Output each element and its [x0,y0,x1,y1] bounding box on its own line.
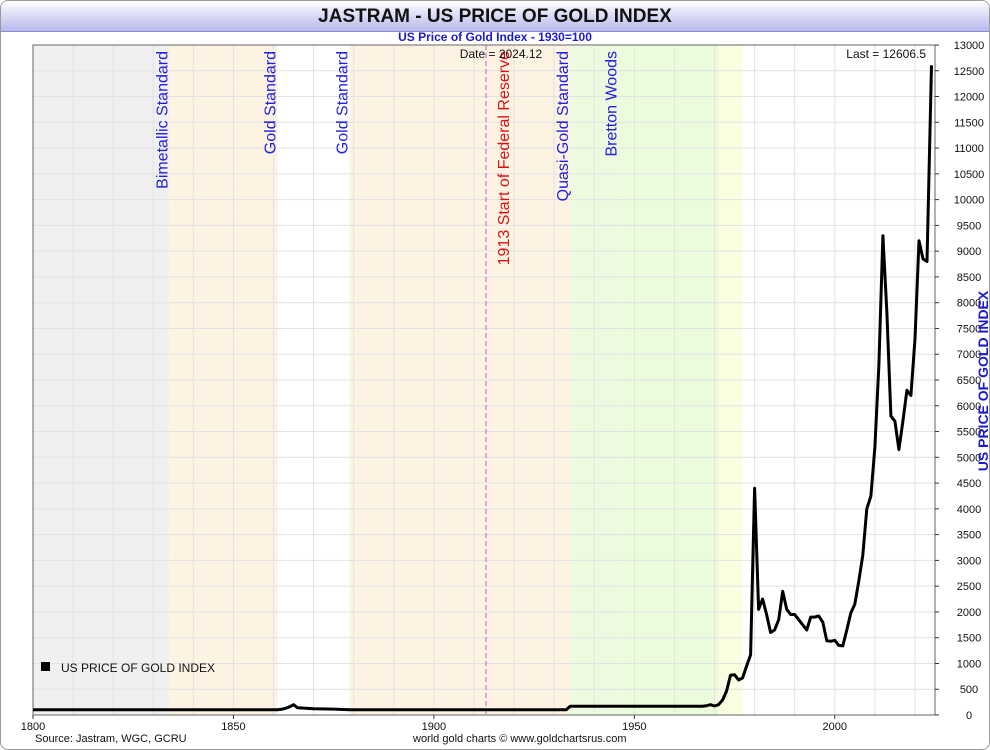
y-axis-label: US PRICE OF GOLD INDEX [975,290,989,471]
y-tick-label: 1500 [957,633,981,645]
x-tick-label: 1950 [622,721,646,733]
legend-label: US PRICE OF GOLD INDEX [61,661,215,675]
y-tick-label: 7500 [957,323,981,335]
last-value-label: Last = 12606.5 [846,47,926,61]
x-tick-label: 1800 [21,721,45,733]
y-tick-label: 2000 [957,607,981,619]
series-line [33,65,933,712]
y-tick-label: 5500 [957,427,981,439]
y-tick-label: 10500 [954,169,985,181]
credit-note: world gold charts © www.goldchartsrus.co… [413,733,627,745]
y-tick-label: 0 [966,710,972,722]
region-label: Gold Standard [335,51,352,154]
chart-title: JASTRAM - US PRICE OF GOLD INDEX [318,6,672,27]
date-label: Date = 2024.12 [460,47,543,61]
y-tick-label: 3500 [957,530,981,542]
y-tick-label: 11500 [954,117,984,129]
x-tick-label: 1850 [221,721,245,733]
y-tick-label: 10000 [954,195,985,207]
y-tick-label: 8500 [957,272,981,284]
source-note: Source: Jastram, WGC, GCRU [35,733,187,745]
chart-subtitle: US Price of Gold Index - 1930=100 [398,30,592,44]
y-tick-label: 12500 [954,66,985,78]
y-tick-label: 12000 [954,92,985,104]
y-tick-label: 7000 [957,349,981,361]
y-tick-label: 9500 [957,220,981,232]
federal-reserve-label: 1913 Start of Federal Reserve [496,51,513,265]
y-tick-label: 4000 [957,504,981,516]
x-tick-label: 2000 [823,721,847,733]
title-bar [1,1,989,32]
legend-swatch [41,662,50,671]
y-tick-label: 13000 [954,40,985,52]
region-label: Quasi-Gold Standard [555,51,572,201]
region-label: Gold Standard [263,51,280,154]
y-tick-label: 500 [960,684,978,696]
y-tick-label: 2500 [957,581,981,593]
region-label: Bretton Woods [603,51,620,157]
y-tick-label: 6000 [957,401,981,413]
y-tick-label: 5000 [957,452,981,464]
y-tick-label: 9000 [957,246,981,258]
y-tick-label: 3000 [957,555,981,567]
region-label: Bimetallic Standard [154,51,171,189]
y-tick-label: 11000 [954,143,984,155]
x-tick-label: 1900 [422,721,446,733]
y-tick-label: 8000 [957,298,981,310]
y-tick-label: 4500 [957,478,981,490]
y-tick-label: 6500 [957,375,981,387]
y-tick-label: 1000 [957,658,981,670]
